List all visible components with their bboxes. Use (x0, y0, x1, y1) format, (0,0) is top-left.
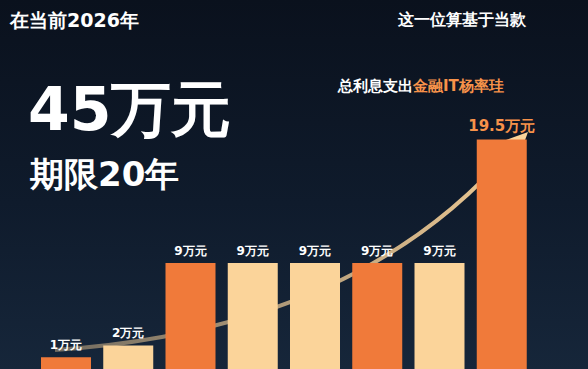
svg-text:19.5万元: 19.5万元 (468, 117, 535, 135)
html-text:期限20年: 期限20年 (30, 154, 180, 194)
svg-text:9万元: 9万元 (237, 244, 269, 258)
svg-text:1万元: 1万元 (50, 338, 82, 352)
svg-text:2万元: 2万元 (112, 326, 144, 340)
html-text:45万元: 45万元 (28, 74, 232, 144)
html-text:在当前2026年: 在当前2026年 (10, 9, 139, 31)
svg-text:9万元: 9万元 (361, 244, 393, 258)
html-text:这一位算基于当款: 这一位算基于当款 (398, 10, 526, 29)
svg-text:9万元: 9万元 (174, 244, 206, 258)
svg-text:9万元: 9万元 (299, 244, 331, 258)
html-text:总利息支出金融IT杨率珪: 总利息支出金融IT杨率珪 (338, 77, 504, 95)
svg-text:9万元: 9万元 (423, 244, 455, 258)
